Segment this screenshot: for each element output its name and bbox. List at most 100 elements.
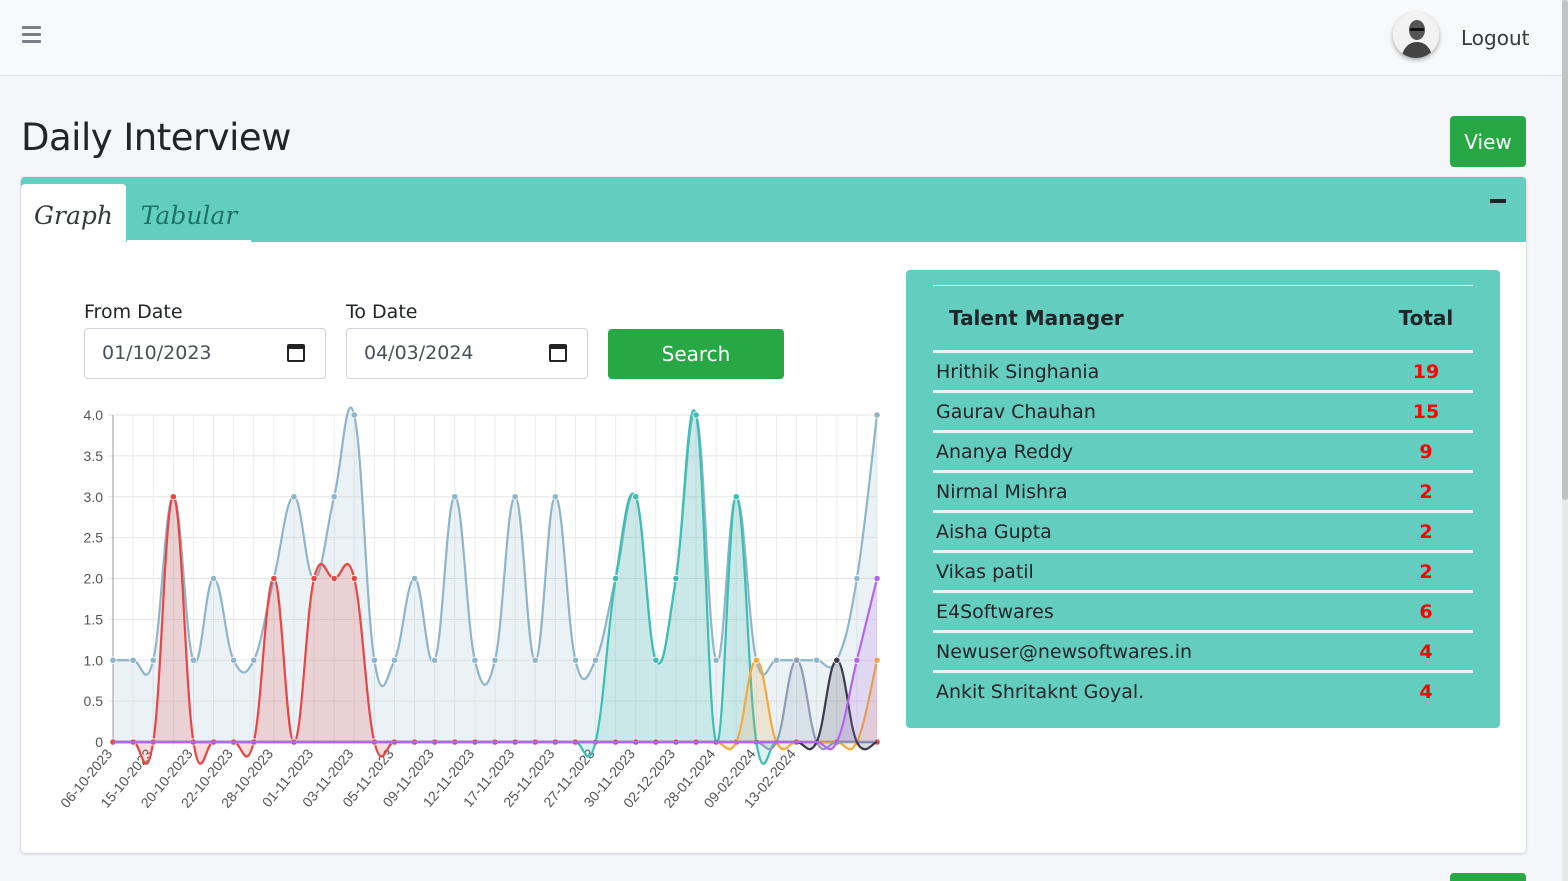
calendar-icon[interactable] [549,344,567,362]
series-area [113,496,877,764]
data-point [189,656,198,664]
data-point [109,656,117,664]
manager-total: 4 [1378,631,1473,673]
data-point [511,493,519,501]
series-line [113,578,879,751]
manager-name: Ankit Shritaknt Goyal. [936,681,1145,704]
data-point [792,656,801,664]
data-point [873,574,881,583]
y-tick-label: 2.5 [84,530,104,546]
manager-total: 4 [1419,681,1433,704]
data-point [169,493,177,501]
y-tick-label: 1.0 [84,652,104,668]
tab-tabular[interactable]: Tabular [127,184,251,242]
data-point [571,656,580,664]
table-row: E4Softwares 6 [933,591,1473,633]
data-point [129,656,137,664]
manager-total: 9 [1378,431,1473,473]
interview-area-chart: 00.51.01.52.02.53.03.54.006-10-202315-10… [61,406,881,811]
data-point [752,656,760,664]
navbar: Logout [0,0,1568,76]
data-point [531,656,539,664]
data-point [591,656,600,664]
search-button[interactable]: Search [608,329,784,379]
data-point [149,656,157,664]
data-point [692,411,700,419]
data-point [410,574,419,583]
to-date-label: To Date [346,301,418,323]
table-row: Nirmal Mishra 2 [933,471,1473,513]
tab-graph[interactable]: Graph [21,184,126,242]
collapse-icon[interactable] [1490,199,1506,203]
data-point [712,656,720,664]
data-point [853,574,861,583]
manager-total: 2 [1378,471,1473,513]
logout-link[interactable]: Logout [1461,26,1530,50]
user-avatar[interactable] [1393,12,1439,58]
table-row: Hrithik Singhania 19 [933,351,1473,393]
table-header-row: Talent Manager Total [933,285,1473,353]
header-talent-manager: Talent Manager [933,285,1379,353]
manager-total: 19 [1378,351,1473,393]
data-point [350,411,358,419]
from-date-input[interactable]: 01/10/2023 [84,328,326,379]
data-point [209,574,218,583]
calendar-icon[interactable] [287,344,305,362]
y-tick-label: 3.5 [84,448,104,464]
data-point [350,574,358,583]
card-header: Graph Tabular [21,177,1526,242]
table-row: Ananya Reddy 9 [933,431,1473,473]
data-point [330,493,338,501]
manager-name: Ananya Reddy [933,431,1379,473]
data-point [873,411,881,419]
talent-manager-table: Talent Manager Total Hrithik Singhania 19… [933,285,1473,712]
data-point [491,656,499,664]
to-date-input[interactable]: 04/03/2024 [346,328,588,379]
hamburger-menu-icon[interactable] [22,26,41,46]
data-point [813,656,821,664]
view-button[interactable]: View [1450,116,1526,167]
y-tick-label: 0.5 [84,693,104,709]
manager-name: Aisha Gupta [933,511,1379,553]
y-tick-label: 3.0 [84,489,104,505]
manager-total: 6 [1378,591,1473,633]
data-point [270,574,278,583]
data-point [672,574,680,583]
from-date-label: From Date [84,301,183,323]
data-point [772,656,781,664]
data-point [310,574,318,583]
header-total: Total [1378,285,1473,353]
data-point [431,656,439,664]
series-area [113,410,877,764]
to-date-value: 04/03/2024 [364,342,474,364]
y-tick-label: 2.0 [84,571,104,587]
table-row: Gaurav Chauhan 15 [933,391,1473,433]
y-tick-label: 1.5 [84,611,104,627]
next-card-button[interactable] [1450,873,1526,881]
talent-manager-panel: Talent Manager Total Hrithik Singhania 19… [906,270,1500,728]
data-point [230,656,238,664]
y-tick-label: 0 [95,734,103,750]
data-point [451,493,459,501]
daily-interview-card: Graph Tabular From Date 01/10/2023 To Da… [21,177,1526,853]
data-point [551,493,559,501]
data-point [652,656,660,664]
manager-name: E4Softwares [933,591,1379,633]
data-point [612,574,620,583]
manager-name: Newuser@newsoftwares.in [933,631,1379,673]
data-point [250,656,258,664]
table-row: Aisha Gupta 2 [933,511,1473,553]
data-point [873,656,881,664]
series-area [113,407,877,742]
manager-total: 2 [1378,511,1473,553]
data-point [632,493,640,501]
page-scrollbar[interactable] [1562,0,1568,881]
data-point [853,656,861,664]
page-title: Daily Interview [21,116,291,159]
table-row: Newuser@newsoftwares.in 4 [933,631,1473,673]
data-point [290,493,298,501]
data-point [330,574,338,583]
data-point [732,493,740,501]
data-point [833,656,841,664]
y-tick-label: 4.0 [84,407,104,423]
